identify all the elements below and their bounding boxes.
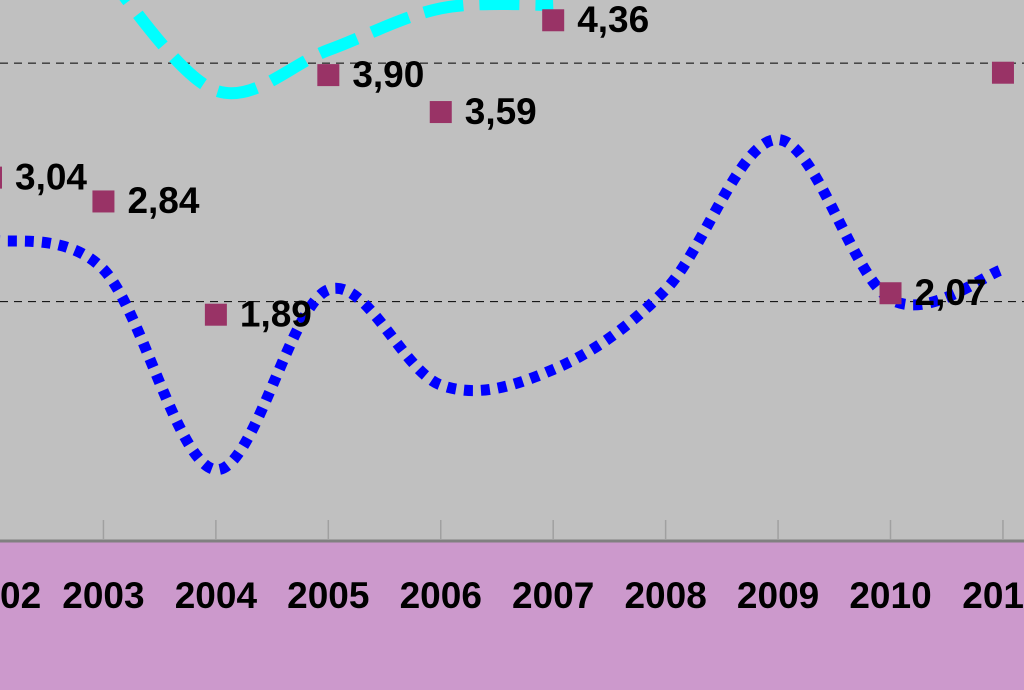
x-tick-label: 201	[962, 575, 1024, 616]
data-label: 3,04	[15, 156, 87, 197]
plot-area	[0, 0, 1024, 540]
marker	[429, 101, 452, 124]
x-tick-label: 2003	[62, 575, 144, 616]
marker	[542, 9, 565, 32]
x-tick-label: 2004	[175, 575, 258, 616]
axis-area	[0, 540, 1024, 690]
x-tick-label: 2005	[287, 575, 369, 616]
marker	[204, 303, 227, 326]
x-tick-label: 2007	[512, 575, 594, 616]
data-label: 3,59	[465, 91, 537, 132]
marker	[879, 282, 902, 305]
x-tick-label: 2008	[624, 575, 706, 616]
line-series	[0, 133, 1005, 476]
marker	[317, 64, 340, 87]
marker	[92, 190, 115, 213]
x-tick-label: 2010	[849, 575, 931, 616]
x-tick-label: 2009	[737, 575, 819, 616]
data-label: 1,89	[240, 293, 312, 334]
marker	[991, 61, 1014, 84]
plot	[0, 0, 1024, 476]
data-label: 4,36	[577, 0, 649, 40]
data-label: 2,84	[127, 180, 199, 221]
marker	[0, 166, 2, 189]
x-tick-label: 2006	[400, 575, 482, 616]
x-tick-label: 02	[0, 575, 41, 616]
data-label: 3,90	[352, 54, 424, 95]
data-label: 2,07	[915, 272, 987, 313]
